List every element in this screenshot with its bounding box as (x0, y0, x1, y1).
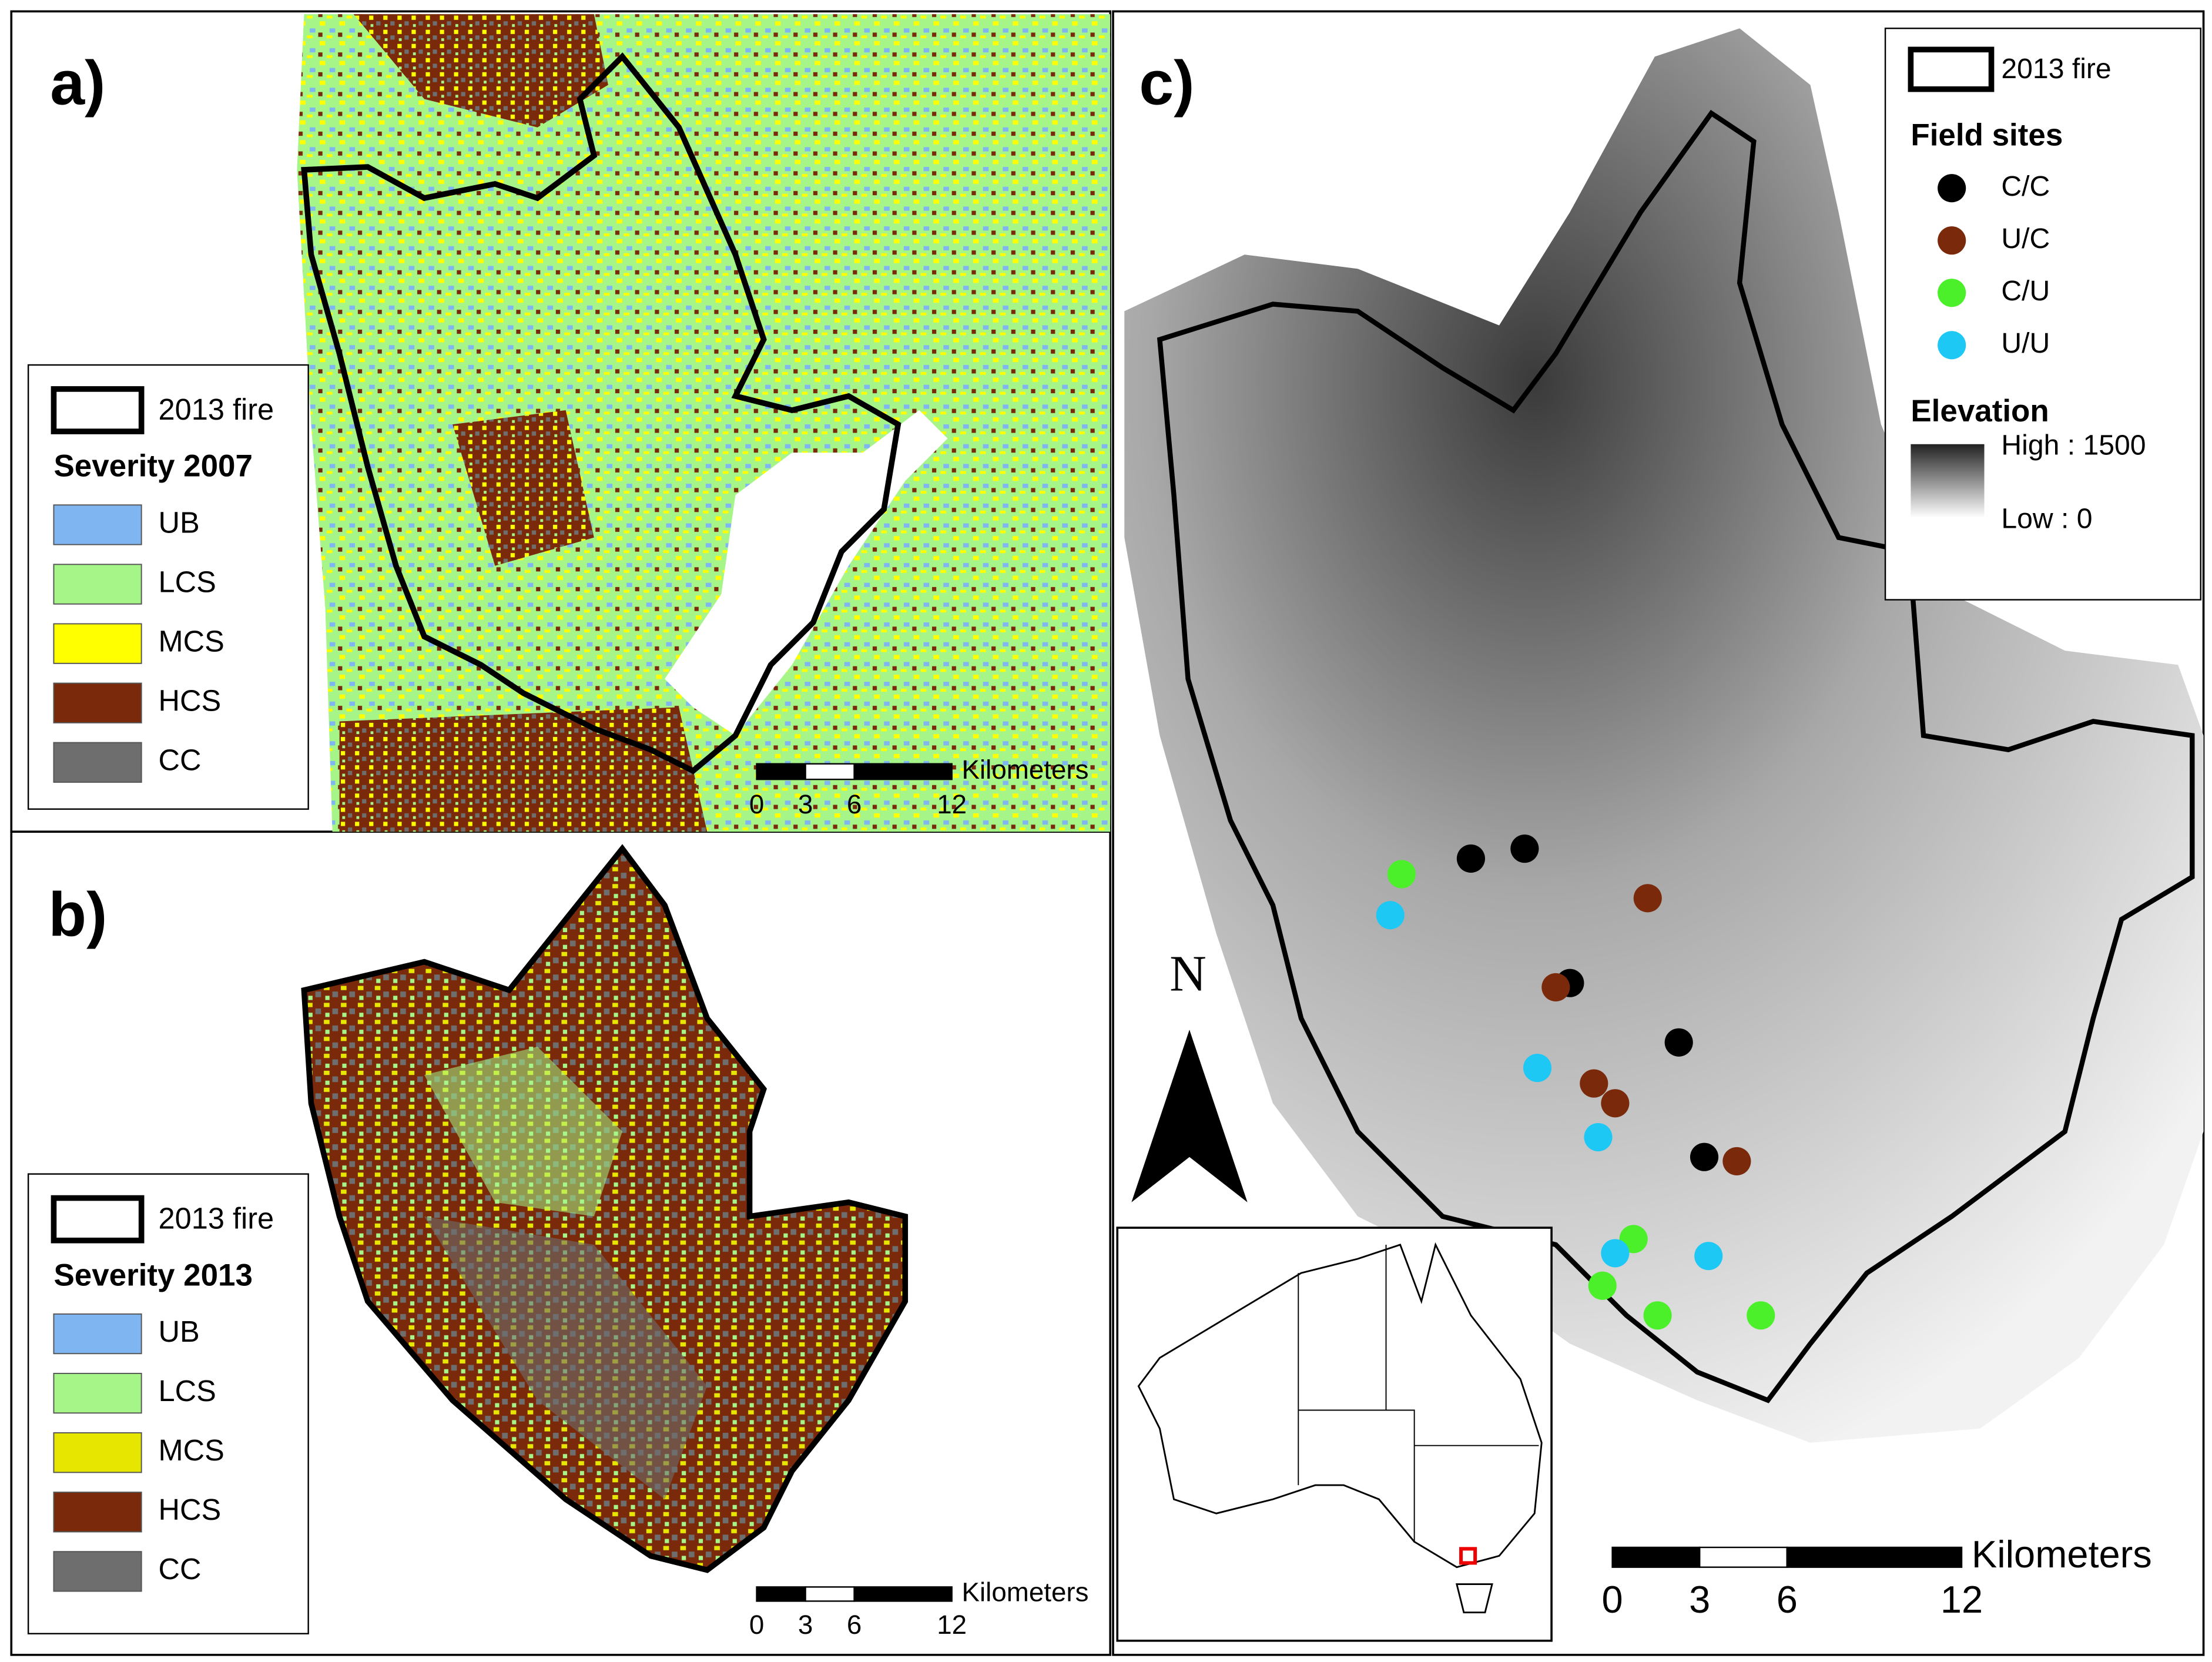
scale-unit: Kilometers (1972, 1533, 2152, 1576)
field-site (1747, 1301, 1775, 1330)
panel-label: a) (50, 48, 105, 118)
scale-segment (853, 763, 953, 780)
scale-segment (1698, 1546, 1788, 1568)
legend-fire-label: 2013 fire (159, 1201, 274, 1235)
field-site (1376, 901, 1405, 930)
legend-marker (1938, 174, 1966, 203)
legend-swatch (53, 1313, 142, 1355)
field-site (1722, 1147, 1751, 1176)
elevation-ramp (1911, 444, 1985, 518)
field-site (1664, 1028, 1693, 1057)
legend-marker (1938, 226, 1966, 255)
field-site (1510, 835, 1539, 863)
field-site (1633, 884, 1662, 913)
elevation-low: Low : 0 (2001, 502, 2092, 534)
scale-segment (853, 1586, 953, 1602)
field-site (1580, 1069, 1608, 1098)
legend-fire-swatch (51, 386, 145, 434)
scale-segment (756, 763, 806, 780)
legend-label: LCS (159, 565, 216, 598)
legend-label: UB (159, 505, 200, 539)
field-site (1643, 1301, 1672, 1330)
field-site (1588, 1271, 1617, 1300)
legend-swatch (53, 564, 142, 605)
legend-fire-label: 2013 fire (2001, 53, 2111, 85)
legend-swatch (53, 1492, 142, 1533)
scale-tick-label: 0 (749, 789, 764, 819)
legend-marker (1938, 331, 1966, 360)
scale-segment (805, 763, 855, 780)
field-site (1387, 860, 1416, 889)
field-site (1601, 1239, 1630, 1268)
legend-swatch (53, 742, 142, 783)
legend-label: HCS (159, 684, 222, 718)
scale-unit: Kilometers (962, 755, 1089, 785)
legend-swatch (53, 1432, 142, 1473)
field-site (1523, 1054, 1552, 1083)
legend-label: C/C (2001, 170, 2050, 202)
legend-label: MCS (159, 624, 224, 658)
legend-swatch (53, 504, 142, 545)
legend-swatch (53, 682, 142, 723)
field-site (1541, 973, 1570, 1002)
scale-tick-label: 3 (798, 789, 813, 819)
legend-title: Field sites (1911, 118, 2063, 153)
scale-segment (756, 1586, 806, 1602)
field-site (1601, 1089, 1630, 1118)
scale-unit: Kilometers (962, 1577, 1089, 1607)
legend-label: U/U (2001, 327, 2050, 359)
scale-segment (805, 1586, 855, 1602)
legend-swatch (53, 623, 142, 664)
north-arrow (1131, 1030, 1248, 1202)
scale-tick-label: 3 (798, 1610, 813, 1640)
field-site (1694, 1242, 1723, 1271)
legend-label: C/U (2001, 275, 2050, 307)
legend-title: Elevation (1911, 394, 2049, 428)
scale-segment (1611, 1546, 1701, 1568)
elevation-high: High : 1500 (2001, 429, 2146, 461)
panel-label: c) (1139, 48, 1194, 118)
state-borders (1298, 1244, 1539, 1542)
legend-label: UB (159, 1315, 200, 1348)
map-c: N (1116, 28, 2204, 1642)
legend-title: Severity 2007 (53, 449, 253, 484)
legend-label: LCS (159, 1374, 216, 1408)
scale-tick-label: 12 (1940, 1578, 1983, 1621)
legend-fire-swatch (51, 1195, 145, 1244)
scale-tick-label: 12 (937, 789, 967, 819)
field-site (1584, 1122, 1613, 1152)
scale-tick-label: 6 (1777, 1578, 1798, 1621)
legend-label: CC (159, 743, 202, 777)
legend-marker (1938, 279, 1966, 307)
scale-tick-label: 6 (847, 789, 862, 819)
legend-swatch (53, 1372, 142, 1414)
legend-label: CC (159, 1552, 202, 1586)
scale-tick-label: 12 (937, 1610, 967, 1640)
legend-label: U/C (2001, 223, 2050, 254)
map-a (297, 14, 1111, 832)
legend-swatch (53, 1551, 142, 1592)
legend-fire-label: 2013 fire (159, 393, 274, 426)
scale-tick-label: 0 (749, 1610, 764, 1640)
scale-segment (1786, 1546, 1963, 1568)
legend-label: MCS (159, 1433, 224, 1467)
scale-tick-label: 6 (847, 1610, 862, 1640)
panel-label: b) (48, 880, 107, 949)
scale-tick-label: 0 (1602, 1578, 1623, 1621)
map-b (301, 844, 909, 1573)
study-area-marker (1459, 1547, 1477, 1565)
legend-label: HCS (159, 1493, 222, 1526)
scale-tick-label: 3 (1689, 1578, 1710, 1621)
north-label: N (1169, 945, 1206, 1001)
legend-title: Severity 2013 (53, 1258, 253, 1292)
field-site (1456, 844, 1485, 873)
legend-fire-swatch (1908, 46, 1995, 92)
field-site (1690, 1142, 1719, 1171)
